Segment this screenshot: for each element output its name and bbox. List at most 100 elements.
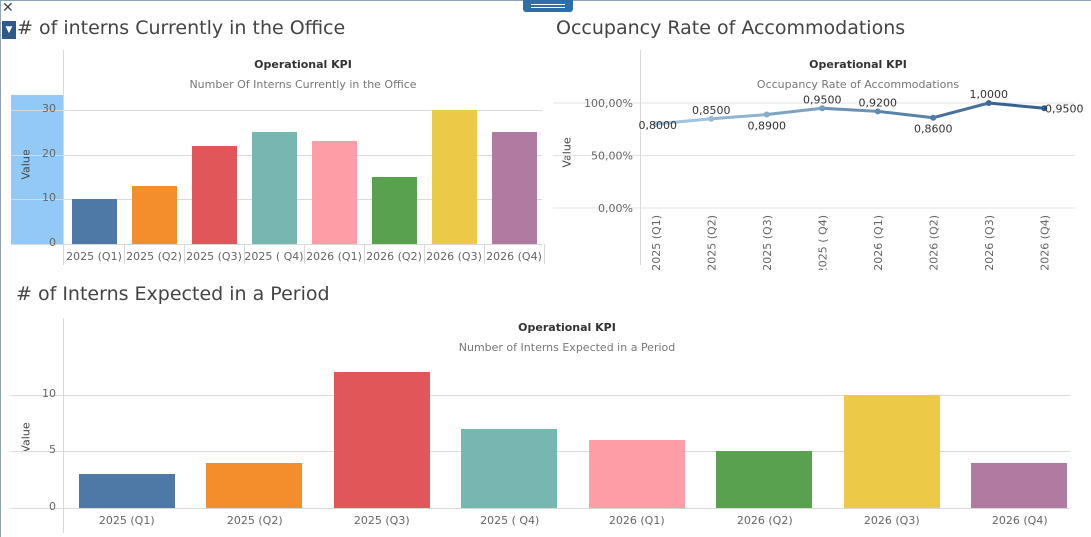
x-tick-label: 2026 (Q2) [927, 215, 940, 270]
data-point[interactable] [930, 114, 937, 121]
x-tick-label: 2025 ( Q4) [480, 514, 540, 527]
gridline [11, 395, 1070, 396]
data-label: 0,8900 [748, 120, 787, 133]
x-tick-label: 2025 (Q1) [98, 514, 155, 527]
line-segment [820, 106, 880, 113]
data-point[interactable] [1041, 105, 1048, 112]
category-separator [484, 244, 485, 264]
chart-expected: Operational KPI Number of Interns Expect… [0, 270, 1091, 537]
x-tick-label: 2025 (Q3) [761, 215, 774, 270]
x-tick-label: 2026 (Q2) [366, 250, 422, 263]
line-segment [765, 106, 824, 117]
x-tick-label: 2026 (Q4) [486, 250, 542, 263]
category-separator [124, 244, 125, 264]
x-tick-label: 2025 (Q1) [650, 215, 663, 270]
bar[interactable] [334, 372, 430, 508]
y-tick-label: 50,00% [591, 150, 633, 163]
x-tick-label: 2025 (Q3) [353, 514, 410, 527]
bar[interactable] [461, 429, 557, 508]
x-tick-label: 2025 (Q2) [226, 514, 283, 527]
x-tick-label: 2026 (Q1) [872, 215, 885, 270]
chart-current: Operational KPI Number Of Interns Curren… [0, 0, 545, 270]
pane-divider [63, 318, 64, 533]
y-tick-label: 20 [42, 147, 56, 160]
drag-handle-icon[interactable] [523, 0, 573, 12]
data-point[interactable] [763, 111, 770, 118]
close-icon[interactable]: ✕ [2, 0, 14, 16]
category-separator [244, 244, 245, 264]
bar[interactable] [971, 463, 1067, 508]
line-segment [654, 117, 713, 126]
line-segment [709, 113, 769, 121]
y-axis-highlight[interactable] [11, 95, 63, 244]
bar[interactable] [312, 141, 357, 244]
pane-divider [640, 50, 641, 265]
data-point[interactable] [874, 108, 881, 115]
data-label: 0,8600 [914, 123, 953, 136]
x-tick-label: 2026 (Q3) [863, 514, 920, 527]
bar[interactable] [716, 451, 812, 508]
y-tick-label: 5 [49, 443, 56, 456]
data-point[interactable] [708, 115, 715, 122]
x-tick-label: 2026 (Q4) [1038, 215, 1051, 270]
data-point[interactable] [652, 121, 659, 127]
bar[interactable] [844, 395, 940, 508]
bar[interactable] [492, 132, 537, 244]
x-tick-label: 2026 (Q1) [306, 250, 362, 263]
x-tick-label: 2025 (Q3) [186, 250, 242, 263]
category-separator [424, 244, 425, 264]
y-tick-label: 100,00% [584, 97, 633, 110]
bar[interactable] [72, 199, 117, 244]
data-label: 0,9500 [1045, 102, 1084, 115]
chart-title: Operational KPI [809, 58, 907, 71]
y-tick-label: 10 [42, 191, 56, 204]
sheet-title-expected: # of Interns Expected in a Period [16, 283, 330, 305]
category-separator [364, 244, 365, 264]
line-segment [987, 101, 1046, 110]
bar[interactable] [132, 186, 177, 244]
line-segment [876, 109, 935, 120]
line-segment [931, 101, 991, 120]
sheet-title-current: # of interns Currently in the Office [17, 17, 346, 39]
x-tick-label: 2025 (Q2) [705, 215, 718, 270]
bar[interactable] [79, 474, 175, 508]
chart-title: Operational KPI [254, 58, 352, 71]
y-tick-label: 10 [42, 387, 56, 400]
bar[interactable] [372, 177, 417, 244]
y-tick-label: 30 [42, 102, 56, 115]
x-tick-label: 2025 ( Q4) [244, 250, 304, 263]
dropdown-menu-icon[interactable]: ▼ [2, 21, 16, 39]
bar[interactable] [252, 132, 297, 244]
bar[interactable] [589, 440, 685, 508]
pane-divider [63, 50, 64, 265]
x-tick-label: 2026 (Q3) [983, 215, 996, 270]
category-separator [184, 244, 185, 264]
x-tick-label: 2025 ( Q4) [816, 215, 829, 270]
data-point[interactable] [819, 105, 826, 112]
chart-occupancy: Operational KPI Occupancy Rate of Accomm… [545, 0, 1091, 270]
bar[interactable] [192, 146, 237, 244]
data-label: 1,0000 [970, 88, 1009, 101]
data-label: 0,9500 [803, 93, 842, 106]
data-label: 0,8500 [692, 104, 731, 117]
gridline [11, 110, 542, 111]
x-tick-label: 2025 (Q2) [126, 250, 182, 263]
bar[interactable] [206, 463, 302, 508]
y-tick-label: 0,00% [598, 202, 633, 215]
x-tick-label: 2026 (Q3) [426, 250, 482, 263]
data-label: 0,8000 [639, 119, 678, 132]
window-border-left [0, 0, 1, 537]
chart-title: Operational KPI [518, 321, 616, 334]
y-tick-label: 0 [49, 236, 56, 249]
data-point[interactable] [985, 100, 992, 106]
category-separator [304, 244, 305, 264]
x-tick-label: 2026 (Q4) [991, 514, 1048, 527]
data-label: 0,9200 [859, 96, 898, 109]
bar[interactable] [432, 110, 477, 244]
gridline [11, 244, 542, 245]
sheet-title-occupancy: Occupancy Rate of Accommodations [556, 17, 906, 39]
x-tick-label: 2026 (Q1) [608, 514, 665, 527]
x-tick-label: 2026 (Q2) [736, 514, 793, 527]
category-separator [544, 244, 545, 264]
gridline [11, 508, 1070, 509]
